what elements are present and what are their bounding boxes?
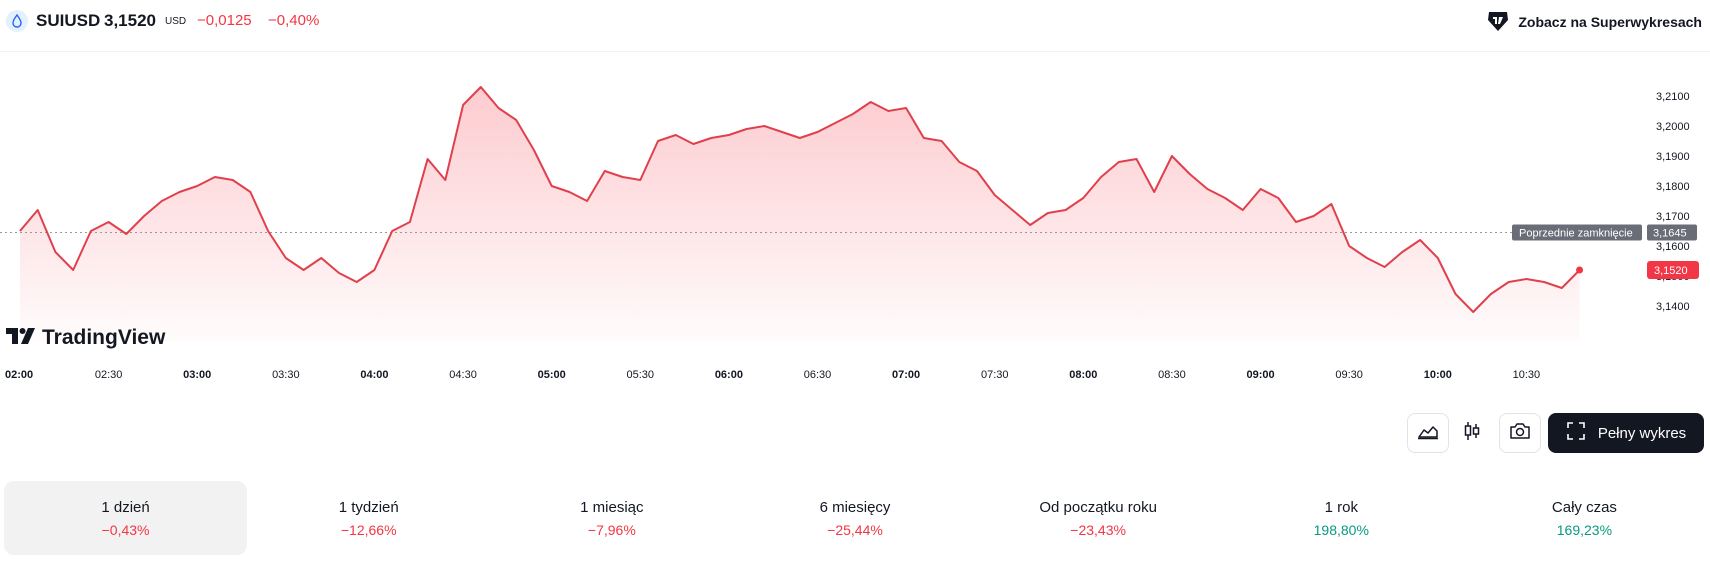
area-chart-icon (1417, 422, 1439, 445)
area-chart-button[interactable] (1407, 413, 1449, 453)
price-line (19, 86, 1581, 313)
tradingview-logo[interactable]: TradingView (6, 326, 165, 350)
time-tick-label: 03:00 (183, 369, 211, 381)
price-tick-label: 3,1900 (1656, 151, 1690, 163)
period-change: −25,44% (827, 521, 883, 538)
time-axis[interactable]: 02:00 02:30 03:00 03:30 04:00 04:30 05:00 05:30… (5, 369, 1540, 381)
tradingview-logo-text: TradingView (42, 326, 166, 349)
time-tick-label: 10:30 (1513, 369, 1541, 381)
time-tick-label: 06:30 (804, 369, 832, 381)
price-tick-label: 3,1700 (1656, 211, 1690, 223)
time-tick-label: 05:30 (627, 369, 655, 381)
symbol-name[interactable]: SUIUSD (36, 11, 101, 30)
supercharts-link[interactable]: Zobacz na Superwykresach (1486, 10, 1702, 34)
period-all-time[interactable]: Cały czas 169,23% (1463, 481, 1706, 555)
time-tick-label: 09:00 (1246, 369, 1274, 381)
time-tick-label: 06:00 (715, 369, 743, 381)
price-tick-label: 3,1800 (1656, 181, 1690, 193)
period-change: −0,43% (101, 521, 150, 538)
price-tick-label: 3,2100 (1656, 91, 1690, 103)
period-change: 198,80% (1313, 521, 1369, 538)
period-label: 1 rok (1324, 498, 1358, 516)
period-6-months[interactable]: 6 miesięcy −25,44% (733, 481, 976, 555)
period-label: 1 dzień (101, 498, 150, 516)
period-1-month[interactable]: 1 miesiąc −7,96% (490, 481, 733, 555)
previous-close-label-text: Poprzednie zamknięcie (1519, 228, 1633, 240)
time-tick-label: 02:00 (5, 369, 33, 381)
period-change: −12,66% (340, 521, 397, 538)
period-label: 6 miesięcy (819, 498, 891, 516)
period-label: 1 miesiąc (580, 498, 644, 516)
period-ytd[interactable]: Od początku roku −23,43% (977, 481, 1220, 555)
period-label: Cały czas (1551, 498, 1617, 516)
tradingview-logo-icon (6, 326, 36, 350)
sui-drop-icon (6, 10, 28, 32)
time-tick-label: 09:30 (1335, 369, 1363, 381)
period-1-week[interactable]: 1 tydzień −12,66% (247, 481, 490, 555)
snapshot-button[interactable] (1499, 413, 1541, 453)
time-tick-label: 08:00 (1069, 369, 1097, 381)
supercharts-link-label: Zobacz na Superwykresach (1518, 14, 1702, 30)
price-axis[interactable]: 3,14003,15003,16003,17003,18003,19003,20… (1656, 91, 1690, 313)
full-chart-button[interactable]: Pełny wykres (1548, 413, 1704, 453)
price-change-absolute: −0,0125 (197, 12, 252, 29)
time-tick-label: 07:00 (892, 369, 920, 381)
price-change-percent: −0,40% (268, 12, 320, 29)
period-1-day[interactable]: 1 dzień −0,43% (4, 481, 248, 555)
currency-label: USD (165, 16, 187, 27)
candlestick-icon (1462, 420, 1482, 447)
price-tick-label: 3,1600 (1656, 241, 1690, 253)
price-chart[interactable]: 3,14003,15003,16003,17003,18003,19003,20… (0, 52, 1710, 392)
price-tick-label: 3,2000 (1656, 121, 1690, 133)
tradingview-badge-icon (1486, 10, 1510, 35)
candlestick-button[interactable] (1452, 413, 1492, 453)
previous-close-label: Poprzednie zamknięcie 3,1645 (1512, 224, 1697, 241)
time-tick-label: 02:30 (95, 369, 123, 381)
time-tick-label: 04:00 (360, 369, 388, 381)
full-chart-label: Pełny wykres (1597, 424, 1687, 442)
time-tick-label: 10:00 (1424, 369, 1452, 381)
last-price-value: 3,1520 (1654, 265, 1688, 277)
camera-icon (1509, 422, 1531, 445)
period-label: 1 tydzień (338, 498, 399, 516)
price-area-fill (20, 87, 1580, 342)
time-tick-label: 07:30 (981, 369, 1009, 381)
current-price: 3,1520 (104, 11, 156, 30)
period-1-year[interactable]: 1 rok 198,80% (1220, 481, 1463, 555)
period-change: −7,96% (587, 521, 636, 538)
last-price-label: 3,1520 (1647, 261, 1699, 279)
symbol-header: SUIUSD 3,1520 USD −0,0125 −0,40% Zobacz … (0, 0, 1710, 52)
time-tick-label: 08:30 (1158, 369, 1186, 381)
performance-periods: 1 dzień −0,43% 1 tydzień −12,66% 1 miesi… (4, 481, 1706, 555)
time-tick-label: 03:30 (272, 369, 300, 381)
time-tick-label: 05:00 (538, 369, 566, 381)
fullscreen-icon (1566, 421, 1586, 445)
period-change: 169,23% (1556, 521, 1613, 538)
period-change: −23,43% (1070, 521, 1126, 538)
period-label: Od początku roku (1039, 498, 1157, 516)
previous-close-value: 3,1645 (1653, 228, 1687, 240)
time-tick-label: 04:30 (449, 369, 477, 381)
last-price-dot (1576, 266, 1584, 274)
price-tick-label: 3,1400 (1656, 301, 1690, 313)
